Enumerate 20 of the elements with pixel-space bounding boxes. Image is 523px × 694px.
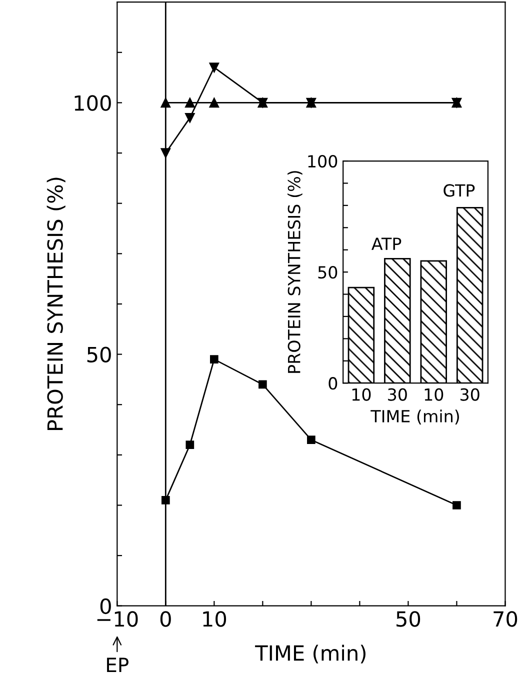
x-tick-label: 30 [460,388,480,401]
x-tick-label: 0 [160,611,171,627]
annotation: ATP [372,238,402,250]
x-axis-title: TIME (min) [370,410,459,424]
y-tick-label: 100 [74,95,111,111]
y-axis-title: PROTEIN SYNTHESIS (%) [46,178,66,430]
y-tick-label: 50 [318,266,338,279]
x-tick-label: 10 [203,611,226,627]
y-tick-label: 100 [308,154,338,168]
annotation: GTP [444,184,475,197]
x-tick-label: 70 [494,611,518,627]
x-axis-title: TIME (min) [255,644,366,664]
x-tick-label: 30 [388,388,407,401]
x-tick-label: 10 [424,388,444,401]
x-tick-label: 10 [352,388,371,401]
y-tick-label: 50 [87,346,111,362]
x-tick-label: 50 [396,611,420,627]
text: EP [107,658,128,672]
y-tick-label: 0 [328,377,338,390]
y-axis-title: PROTEIN SYNTHESIS (%) [288,171,302,373]
